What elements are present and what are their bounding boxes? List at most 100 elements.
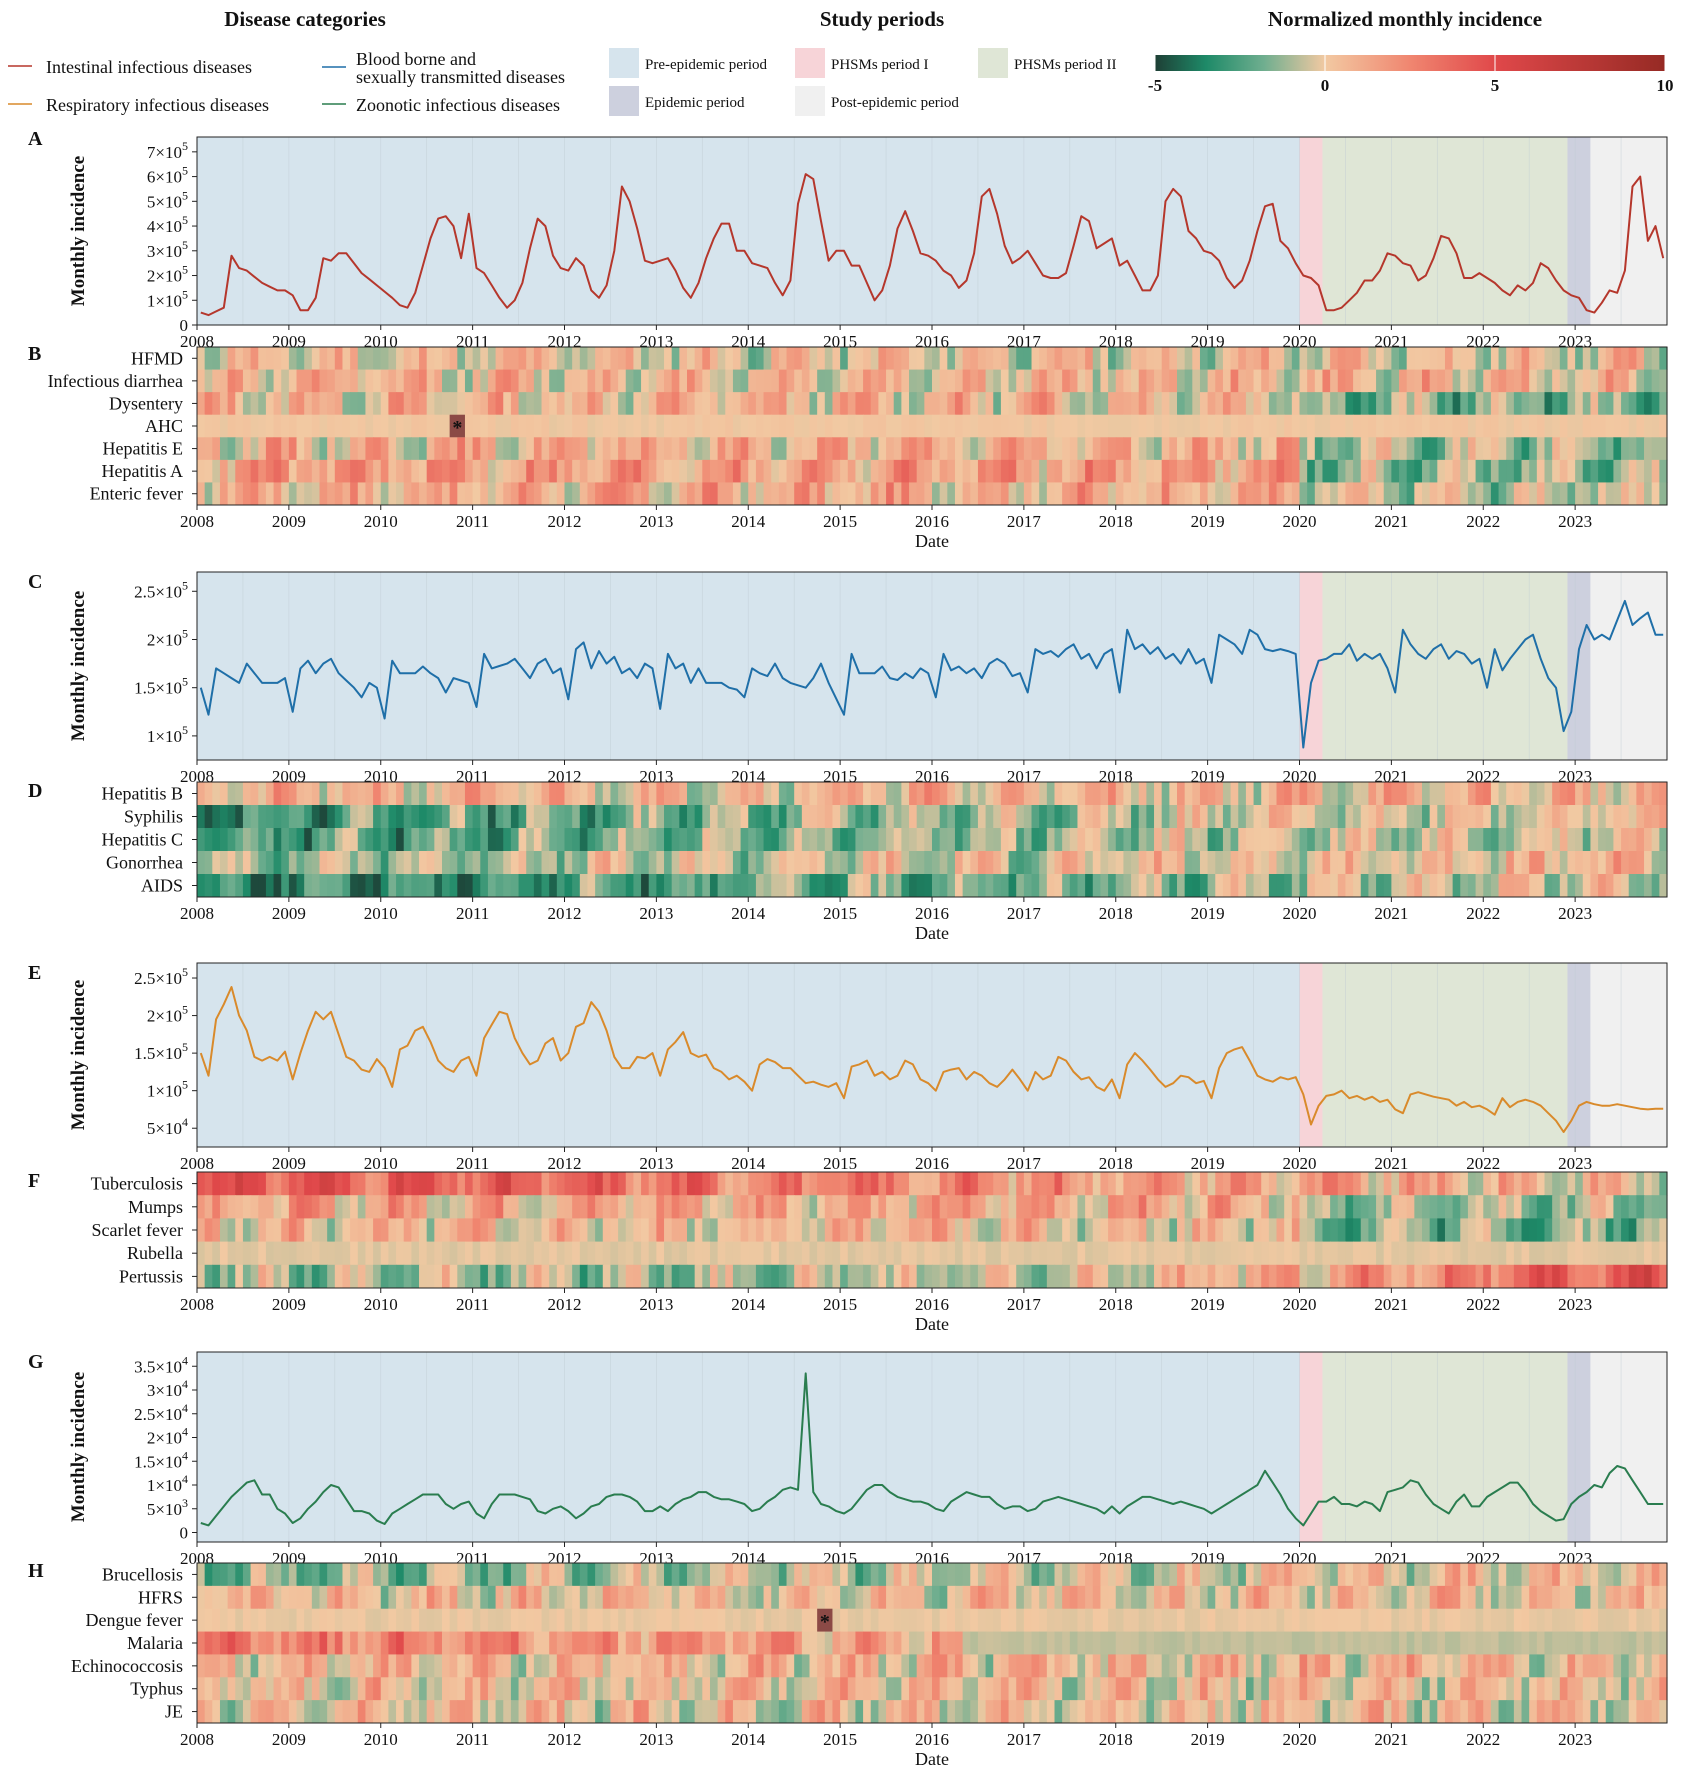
heat-cell [1536,1677,1546,1701]
heat-cell [587,1585,596,1610]
heat-cell [1345,1608,1354,1632]
heat-cell [1330,1241,1339,1266]
heat-cell [311,482,321,506]
heat-cell [1368,437,1377,461]
heat-cell [702,482,711,506]
heat-cell [1046,1631,1056,1655]
heat-cell [916,1585,925,1610]
heat-cell [993,1608,1002,1632]
heat-cell [1590,459,1599,483]
heat-cell [755,414,765,438]
heat-cell [1299,369,1308,393]
row-label: Typhus [130,1679,183,1699]
heat-cell [1100,828,1109,852]
heat-cell [1307,1195,1316,1219]
heat-cell [801,874,811,898]
heat-cell [977,1608,987,1632]
heat-cell [1177,1264,1186,1289]
heat-cell [709,1654,719,1678]
heat-cell [1146,1264,1155,1289]
heat-cell [265,347,275,370]
heat-cell [1636,1241,1645,1266]
heat-cell [855,482,864,506]
heat-cell [954,437,964,461]
heat-cell [1092,437,1102,461]
heat-cell [1544,1631,1553,1655]
heat-cell [748,1218,757,1242]
heat-cell [1437,1608,1446,1632]
heat-cell [273,1585,282,1610]
heat-cell [1161,414,1170,438]
heat-cell [533,1700,543,1724]
heat-cell [572,874,581,898]
heat-cell [365,1563,374,1587]
heat-cell [288,1700,298,1724]
heat-cell [671,414,680,438]
heat-cell [985,1585,994,1610]
heat-cell [1406,874,1415,898]
heat-cell [1039,1563,1048,1587]
heat-cell [1621,1218,1630,1242]
heat-cell [1536,347,1546,370]
heat-cell [449,874,458,898]
heat-cell [1184,369,1193,393]
heat-cell [1391,805,1400,829]
heat-cell [311,1700,321,1724]
heat-cell [1123,1585,1132,1610]
heat-cell [763,482,772,506]
heat-cell [1498,851,1507,875]
heat-cell [618,369,627,393]
heat-cell [1238,851,1247,875]
heat-cell [763,1195,772,1219]
heat-cell [449,851,458,875]
heat-cell [1307,347,1316,370]
heat-cell [1046,1195,1056,1219]
heat-cell [1575,1654,1584,1678]
heat-cell [1184,1608,1193,1632]
heat-cell [1115,782,1125,806]
heat-cell [242,1631,252,1655]
heat-cell [396,1218,405,1242]
heat-cell [1291,1264,1301,1289]
heat-cell [487,851,497,875]
heat-cell [526,851,535,875]
heat-cell [334,851,344,875]
heat-cell [1154,1241,1163,1266]
heat-cell [664,828,673,852]
heat-cell [954,482,964,506]
heat-cell [1253,1585,1262,1610]
heat-cell [1245,782,1255,806]
heat-cell [380,782,390,806]
heat-cell [625,369,635,393]
heat-cell [373,851,382,875]
heat-cell [1054,347,1063,370]
heat-cell [334,482,344,506]
heat-cell [778,1172,788,1196]
heat-cell [564,1264,573,1289]
heat-cell [1330,1654,1339,1678]
heat-cell [1092,828,1102,852]
heat-cell [1483,782,1492,806]
heat-cell [311,1172,321,1196]
heat-cell [1391,392,1400,416]
heat-cell [1284,1608,1293,1632]
heat-cell [886,828,895,852]
heat-cell [878,1563,887,1587]
heat-cell [771,459,780,483]
heat-cell [794,1195,803,1219]
panel-letter: D [28,780,42,802]
heat-cell [993,782,1002,806]
heat-cell [1261,347,1270,370]
heat-cell [1230,414,1239,438]
heat-cell [1131,1563,1140,1587]
heat-cell [840,1585,849,1610]
y-tick-label: 1×105 [147,1078,188,1101]
heat-cell [855,1241,864,1266]
heat-cell [1115,392,1125,416]
heat-cell [419,1172,428,1196]
heat-cell [771,1195,780,1219]
heat-cell [350,437,359,461]
heat-cell [1437,1241,1446,1266]
heat-cell [656,1172,665,1196]
heat-cell [824,347,834,370]
